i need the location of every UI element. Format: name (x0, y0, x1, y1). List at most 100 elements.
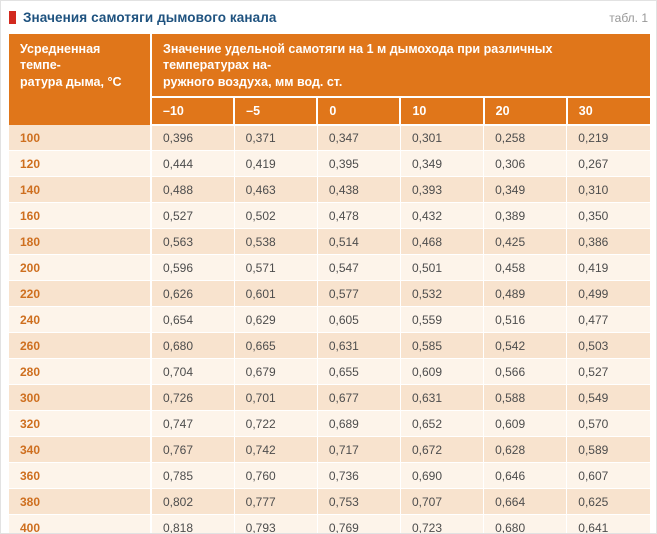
cell-draft-value: 0,818 (151, 514, 235, 533)
cell-draft-value: 0,596 (151, 254, 235, 282)
cell-draft-value: 0,463 (234, 176, 318, 204)
cell-draft-value: 0,672 (400, 436, 485, 464)
cell-draft-value: 0,502 (234, 202, 318, 230)
cell-draft-value: 0,652 (400, 410, 485, 438)
cell-draft-value: 0,349 (483, 176, 568, 204)
cell-draft-value: 0,609 (400, 358, 485, 386)
cell-draft-value: 0,707 (400, 488, 485, 516)
cell-draft-value: 0,468 (400, 228, 485, 256)
column-header-outdoor-temp: –10 (151, 96, 236, 126)
cell-draft-value: 0,527 (151, 202, 235, 230)
cell-draft-value: 0,723 (400, 514, 485, 533)
cell-draft-value: 0,717 (317, 436, 401, 464)
cell-draft-value: 0,654 (151, 306, 235, 334)
row-header-smoke-temp: 260 (9, 332, 152, 360)
cell-draft-value: 0,585 (400, 332, 485, 360)
cell-draft-value: 0,371 (234, 124, 318, 152)
table-row: 160 0,527 0,502 0,478 0,432 0,389 0,350 (9, 202, 650, 230)
cell-draft-value: 0,760 (234, 462, 318, 490)
cell-draft-value: 0,753 (317, 488, 401, 516)
cell-draft-value: 0,664 (483, 488, 568, 516)
cell-draft-value: 0,571 (234, 254, 318, 282)
cell-draft-value: 0,607 (566, 462, 650, 490)
cell-draft-value: 0,349 (400, 150, 485, 178)
cell-draft-value: 0,704 (151, 358, 235, 386)
cell-draft-value: 0,655 (317, 358, 401, 386)
row-header-smoke-temp: 280 (9, 358, 152, 386)
cell-draft-value: 0,802 (151, 488, 235, 516)
cell-draft-value: 0,419 (234, 150, 318, 178)
cell-draft-value: 0,631 (400, 384, 485, 412)
table-row: 240 0,654 0,629 0,605 0,559 0,516 0,477 (9, 306, 650, 334)
table-row: 320 0,747 0,722 0,689 0,652 0,609 0,570 (9, 410, 650, 438)
cell-draft-value: 0,601 (234, 280, 318, 308)
row-header-smoke-temp: 360 (9, 462, 152, 490)
cell-draft-value: 0,503 (566, 332, 650, 360)
row-header-smoke-temp: 120 (9, 150, 152, 178)
header-row-outdoor-temps: –10 –5 0 10 20 30 (9, 96, 650, 126)
cell-draft-value: 0,310 (566, 176, 650, 204)
cell-draft-value: 0,458 (483, 254, 568, 282)
cell-draft-value: 0,701 (234, 384, 318, 412)
cell-draft-value: 0,769 (317, 514, 401, 533)
cell-draft-value: 0,489 (483, 280, 568, 308)
cell-draft-value: 0,570 (566, 410, 650, 438)
row-header-smoke-temp: 300 (9, 384, 152, 412)
cell-draft-value: 0,767 (151, 436, 235, 464)
cell-draft-value: 0,680 (151, 332, 235, 360)
header-line: ружного воздуха, мм вод. ст. (163, 74, 343, 89)
cell-draft-value: 0,432 (400, 202, 485, 230)
table-row: 220 0,626 0,601 0,577 0,532 0,489 0,499 (9, 280, 650, 308)
title-bullet-icon (9, 11, 16, 24)
cell-draft-value: 0,641 (566, 514, 650, 533)
row-header-smoke-temp: 100 (9, 124, 152, 152)
table-row: 120 0,444 0,419 0,395 0,349 0,306 0,267 (9, 150, 650, 178)
table-body: 100 0,396 0,371 0,347 0,301 0,258 0,219 … (9, 124, 650, 533)
row-header-smoke-temp: 160 (9, 202, 152, 230)
row-header-smoke-temp: 340 (9, 436, 152, 464)
cell-draft-value: 0,542 (483, 332, 568, 360)
table-row: 360 0,785 0,760 0,736 0,690 0,646 0,607 (9, 462, 650, 490)
cell-draft-value: 0,629 (234, 306, 318, 334)
cell-draft-value: 0,516 (483, 306, 568, 334)
column-header-outdoor-temp: 10 (400, 96, 485, 126)
row-header-smoke-temp: 140 (9, 176, 152, 204)
cell-draft-value: 0,267 (566, 150, 650, 178)
cell-draft-value: 0,609 (483, 410, 568, 438)
cell-draft-value: 0,628 (483, 436, 568, 464)
cell-draft-value: 0,777 (234, 488, 318, 516)
cell-draft-value: 0,547 (317, 254, 401, 282)
column-header-outdoor-temp: 30 (566, 96, 650, 126)
cell-draft-value: 0,549 (566, 384, 650, 412)
header-line: ратура дыма, °С (20, 74, 122, 89)
cell-draft-value: 0,395 (317, 150, 401, 178)
cell-draft-value: 0,785 (151, 462, 235, 490)
row-header-smoke-temp: 380 (9, 488, 152, 516)
column-header-outdoor-temp: 20 (483, 96, 568, 126)
cell-draft-value: 0,747 (151, 410, 235, 438)
table-row: 400 0,818 0,793 0,769 0,723 0,680 0,641 (9, 514, 650, 533)
cell-draft-value: 0,527 (566, 358, 650, 386)
row-header-smoke-temp: 200 (9, 254, 152, 282)
cell-draft-value: 0,532 (400, 280, 485, 308)
cell-draft-value: 0,742 (234, 436, 318, 464)
cell-draft-value: 0,425 (483, 228, 568, 256)
table-row: 260 0,680 0,665 0,631 0,585 0,542 0,503 (9, 332, 650, 360)
table-row: 200 0,596 0,571 0,547 0,501 0,458 0,419 (9, 254, 650, 282)
cell-draft-value: 0,488 (151, 176, 235, 204)
table-header: Усредненная темпе- ратура дыма, °С Значе… (9, 34, 650, 126)
table-row: 380 0,802 0,777 0,753 0,707 0,664 0,625 (9, 488, 650, 516)
cell-draft-value: 0,726 (151, 384, 235, 412)
table-row: 280 0,704 0,679 0,655 0,609 0,566 0,527 (9, 358, 650, 386)
header-line: Значение удельной самотяги на 1 м дымохо… (163, 42, 553, 73)
cell-draft-value: 0,736 (317, 462, 401, 490)
table-row: 180 0,563 0,538 0,514 0,468 0,425 0,386 (9, 228, 650, 256)
cell-draft-value: 0,514 (317, 228, 401, 256)
table-reference-label: табл. 1 (609, 10, 648, 25)
table-row: 300 0,726 0,701 0,677 0,631 0,588 0,549 (9, 384, 650, 412)
cell-draft-value: 0,389 (483, 202, 568, 230)
cell-draft-value: 0,301 (400, 124, 485, 152)
cell-draft-value: 0,419 (566, 254, 650, 282)
column-header-smoke-temperature: Усредненная темпе- ратура дыма, °С (9, 34, 152, 125)
column-header-outdoor-temp: 0 (317, 96, 402, 126)
